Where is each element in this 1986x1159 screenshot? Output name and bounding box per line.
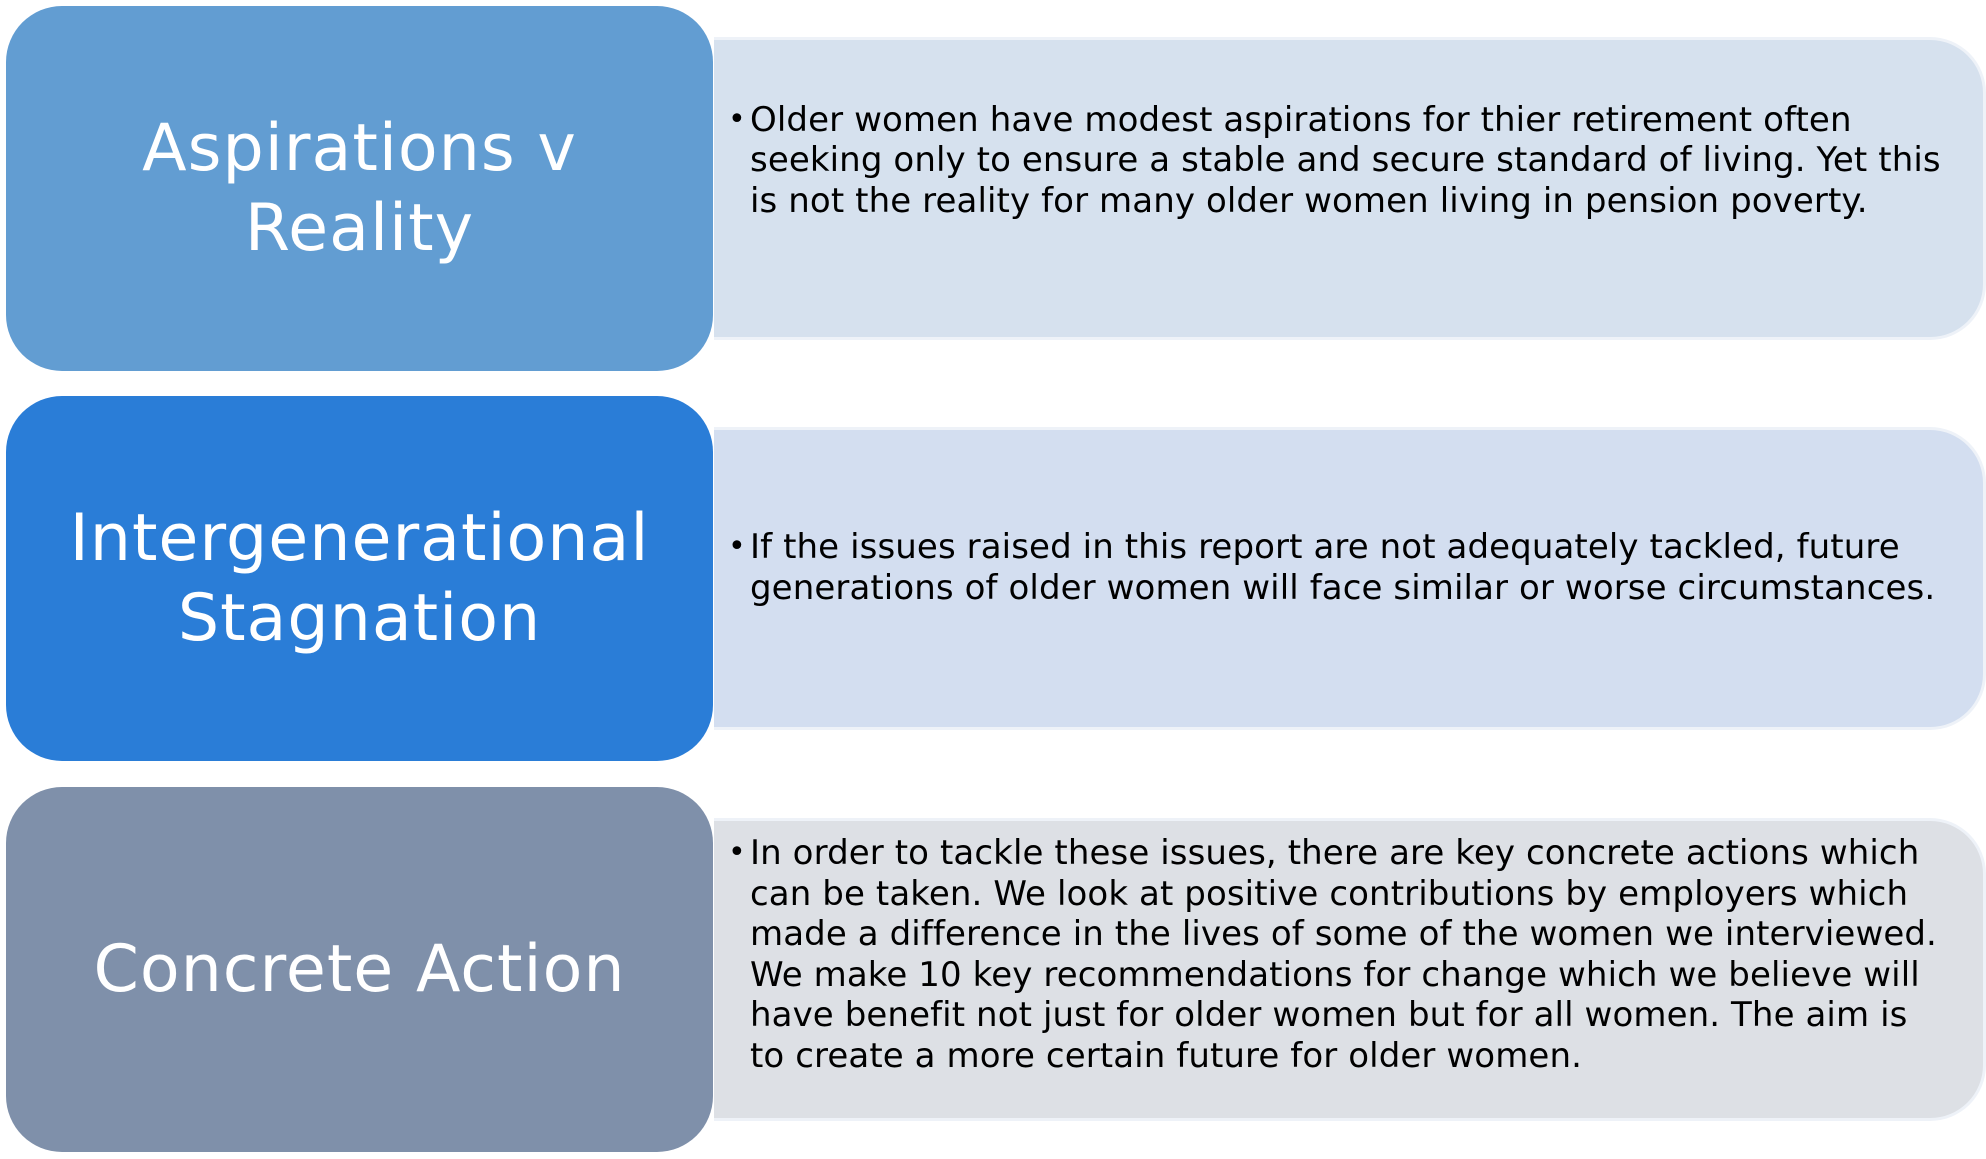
description-box-aspirations: • Older women have modest aspirations fo…: [714, 37, 1986, 340]
label-concrete-action: Concrete Action: [93, 931, 626, 1007]
bullet-icon: •: [728, 101, 746, 137]
bullet-item: • Older women have modest aspirations fo…: [728, 100, 1943, 222]
bullet-item: • In order to tackle these issues, there…: [728, 833, 1943, 1076]
bullet-item: • If the issues raised in this report ar…: [728, 527, 1943, 608]
description-box-intergenerational: • If the issues raised in this report ar…: [714, 427, 1986, 730]
label-intergenerational: Intergenerational Stagnation: [69, 500, 650, 656]
label-box-concrete-action: Concrete Action: [6, 787, 713, 1152]
label-aspirations: Aspirations v Reality: [142, 110, 577, 266]
label-box-aspirations: Aspirations v Reality: [6, 6, 713, 371]
bullet-icon: •: [728, 529, 746, 564]
bullet-icon: •: [728, 835, 746, 870]
description-intergenerational: If the issues raised in this report are …: [750, 527, 1936, 608]
description-aspirations: Older women have modest aspirations for …: [750, 99, 1941, 221]
description-concrete-action: In order to tackle these issues, there a…: [750, 833, 1937, 1076]
description-box-concrete-action: • In order to tackle these issues, there…: [714, 818, 1986, 1121]
label-box-intergenerational: Intergenerational Stagnation: [6, 396, 713, 761]
